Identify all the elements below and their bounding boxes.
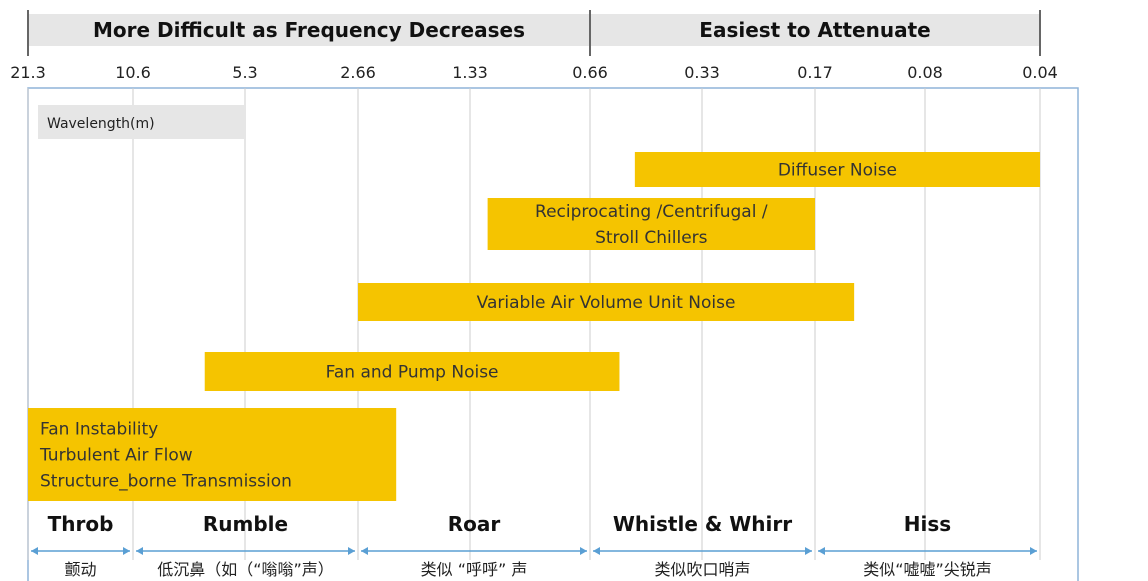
category-label: Throb (48, 512, 114, 536)
arrow-head-left (818, 547, 825, 555)
category-chinese-label: 类似吹口哨声 (654, 560, 750, 579)
noise-bar (634, 152, 1040, 187)
wavelength-tick-label: 5.3 (232, 63, 257, 82)
category-label: Rumble (203, 512, 288, 536)
arrow-head-right (580, 547, 587, 555)
arrow-head-left (593, 547, 600, 555)
category-label: Roar (448, 512, 501, 536)
wavelength-tick-label: 2.66 (340, 63, 376, 82)
axis-label: Wavelength(m) (47, 116, 155, 132)
arrow-head-right (1030, 547, 1037, 555)
arrow-head-left (361, 547, 368, 555)
wavelength-tick-label: 10.6 (115, 63, 151, 82)
arrow-head-right (123, 547, 130, 555)
arrow-head-right (805, 547, 812, 555)
noise-bar (358, 283, 855, 321)
arrow-head-right (348, 547, 355, 555)
noise-bar-label: Structure_borne Transmission (40, 472, 292, 492)
category-label: Hiss (904, 512, 951, 536)
header-band (591, 14, 1039, 46)
noise-bar-label: Fan and Pump Noise (326, 363, 499, 383)
category-chinese-label: 颤动 (64, 560, 96, 579)
noise-bar-label: Fan Instability (40, 420, 158, 440)
category-label: Whistle & Whirr (613, 512, 792, 536)
category-chinese-label: 低沉鼻（如（“嗡嗡”声） (157, 560, 334, 579)
noise-bar-label: Variable Air Volume Unit Noise (477, 293, 736, 313)
wavelength-tick-label: 0.66 (572, 63, 608, 82)
wavelength-tick-label: 21.3 (10, 63, 46, 82)
noise-bar (28, 408, 397, 501)
noise-bar-label: Turbulent Air Flow (39, 446, 193, 466)
axis-label-box: Wavelength(m) (38, 105, 244, 139)
header-band-label: More Difficult as Frequency Decreases (93, 18, 525, 42)
wavelength-tick-label: 0.08 (907, 63, 943, 82)
noise-bar-label: Reciprocating /Centrifugal / (535, 202, 768, 222)
wavelength-tick-label: 0.33 (684, 63, 720, 82)
category-chinese-label: 类似“嘘嘘”尖锐声 (863, 560, 992, 579)
noise-bar-label: Stroll Chillers (595, 228, 708, 248)
wavelength-tick-label: 0.17 (797, 63, 833, 82)
header-band-label: Easiest to Attenuate (699, 18, 930, 42)
header-band (29, 14, 589, 46)
noise-bar (204, 352, 620, 391)
wavelength-ticks: 21.3 10.6 5.3 2.66 1.33 0.66 0.33 0.17 0.08 0.04 (10, 63, 1058, 82)
wavelength-tick-label: 1.33 (452, 63, 488, 82)
arrow-head-left (31, 547, 38, 555)
noise-bar-label: Diffuser Noise (778, 161, 897, 181)
wavelength-tick-label: 0.04 (1022, 63, 1058, 82)
arrow-head-left (136, 547, 143, 555)
header-bands: More Difficult as Frequency Decreases Eas… (27, 10, 1041, 56)
sound-categories: Throb 颤动 Rumble 低沉鼻（如（“嗡嗡”声） Roar 类似 “呼呼” 声 Wh… (31, 512, 1037, 579)
noise-bar (487, 198, 815, 250)
axis-label-bg (38, 105, 244, 139)
noise-bars: Diffuser Noise Reciprocating /Centrifugal… (28, 152, 1040, 501)
category-chinese-label: 类似 “呼呼” 声 (421, 560, 528, 579)
